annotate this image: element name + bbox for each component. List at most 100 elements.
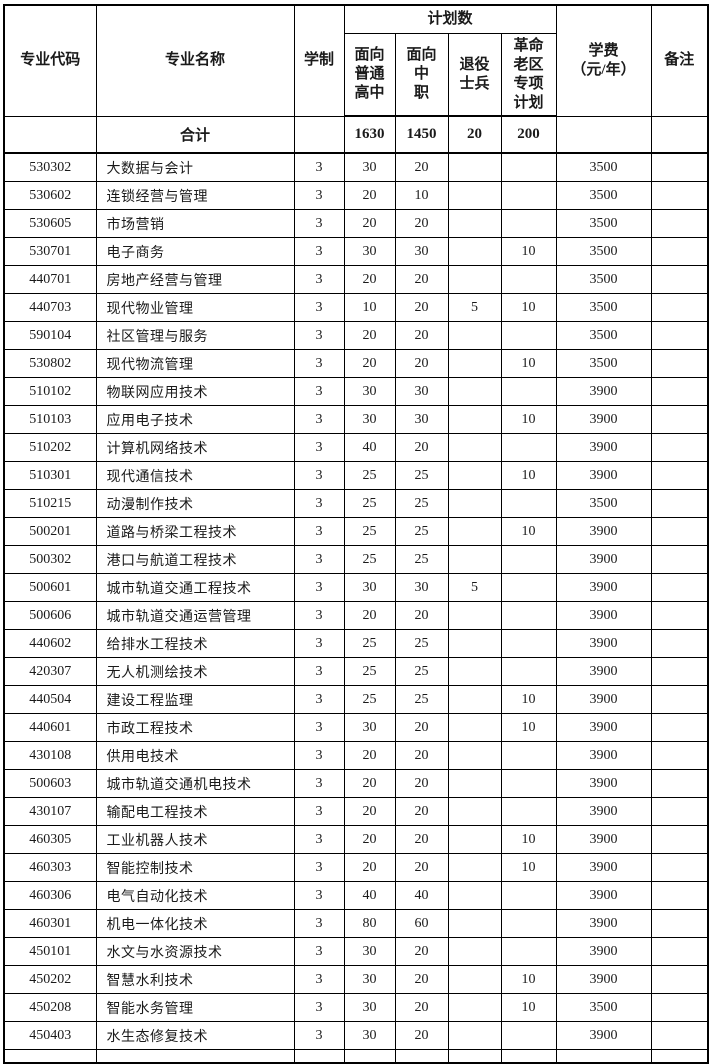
cell-plan-veterans xyxy=(447,853,502,882)
cell-plan-regular-hs: 30 xyxy=(343,937,396,966)
table-row: 510215 动漫制作技术 3 25 25 3500 xyxy=(3,489,709,518)
cell-tuition: 3500 xyxy=(555,152,652,182)
cell-duration: 3 xyxy=(293,685,345,714)
cell-code: 510202 xyxy=(3,433,97,462)
table-row: 440703 现代物业管理 3 10 20 5 10 3500 xyxy=(3,293,709,322)
header-duration: 学制 xyxy=(293,4,345,117)
table-row: 510202 计算机网络技术 3 40 20 3900 xyxy=(3,433,709,462)
cell-plan-vocational: 20 xyxy=(394,797,449,826)
cell-code: 450101 xyxy=(3,937,97,966)
cell-remarks xyxy=(650,405,709,434)
cell-remarks xyxy=(650,713,709,742)
table-row: 450208 智能水务管理 3 30 20 10 3500 xyxy=(3,993,709,1022)
cell-code: 420307 xyxy=(3,657,97,686)
table-row: 460305 工业机器人技术 3 20 20 10 3900 xyxy=(3,825,709,854)
cell-plan-veterans xyxy=(447,657,502,686)
cell-tuition: 3900 xyxy=(555,629,652,658)
cell-plan-vocational: 20 xyxy=(394,321,449,350)
cell-code: 460303 xyxy=(3,853,97,882)
cell-plan-old-area xyxy=(500,209,557,238)
cell-plan-vocational: 25 xyxy=(394,461,449,490)
cell-remarks xyxy=(650,769,709,798)
cell-remarks xyxy=(650,881,709,910)
cell-code: 430108 xyxy=(3,741,97,770)
table-row: 500201 道路与桥梁工程技术 3 25 25 10 3900 xyxy=(3,517,709,546)
cell-duration: 3 xyxy=(293,797,345,826)
cell-name: 水文与水资源技术 xyxy=(95,937,295,966)
cell-plan-veterans xyxy=(447,349,502,378)
table-row: 530701 电子商务 3 30 30 10 3500 xyxy=(3,237,709,266)
cell-plan-regular-hs: 25 xyxy=(343,489,396,518)
cell-remarks xyxy=(650,433,709,462)
cell-tuition: 3900 xyxy=(555,713,652,742)
cell-plan-vocational: 20 xyxy=(394,937,449,966)
empty-cell xyxy=(650,1049,709,1063)
cell-plan-old-area: 10 xyxy=(500,853,557,882)
cell-plan-veterans xyxy=(447,881,502,910)
cell-plan-veterans xyxy=(447,265,502,294)
cell-duration: 3 xyxy=(293,909,345,938)
header-remarks: 备注 xyxy=(650,4,709,117)
cell-plan-regular-hs: 25 xyxy=(343,545,396,574)
cell-tuition: 3900 xyxy=(555,853,652,882)
cell-name: 城市轨道交通工程技术 xyxy=(95,573,295,602)
cell-plan-veterans xyxy=(447,993,502,1022)
total-veterans: 20 xyxy=(447,115,502,154)
admission-plan-table: 专业代码 专业名称 学制 计划数 学费 （元/年） 备注 面向 普通 高中 面向… xyxy=(3,4,710,1064)
cell-plan-old-area xyxy=(500,797,557,826)
cell-code: 590104 xyxy=(3,321,97,350)
cell-duration: 3 xyxy=(293,209,345,238)
cell-plan-vocational: 40 xyxy=(394,881,449,910)
cell-duration: 3 xyxy=(293,713,345,742)
cell-remarks xyxy=(650,741,709,770)
total-regular-hs: 1630 xyxy=(343,115,396,154)
cell-tuition: 3900 xyxy=(555,797,652,826)
cell-plan-regular-hs: 80 xyxy=(343,909,396,938)
cell-plan-veterans xyxy=(447,965,502,994)
cell-plan-old-area: 10 xyxy=(500,293,557,322)
cell-plan-vocational: 20 xyxy=(394,965,449,994)
cell-code: 440602 xyxy=(3,629,97,658)
cell-duration: 3 xyxy=(293,629,345,658)
cell-plan-old-area xyxy=(500,433,557,462)
cell-name: 应用电子技术 xyxy=(95,405,295,434)
cell-name: 给排水工程技术 xyxy=(95,629,295,658)
cell-name: 现代物业管理 xyxy=(95,293,295,322)
cell-code: 500302 xyxy=(3,545,97,574)
cell-plan-vocational: 25 xyxy=(394,685,449,714)
cell-plan-regular-hs: 30 xyxy=(343,573,396,602)
cell-plan-vocational: 25 xyxy=(394,657,449,686)
cell-duration: 3 xyxy=(293,601,345,630)
cell-duration: 3 xyxy=(293,237,345,266)
cell-remarks xyxy=(650,993,709,1022)
cell-duration: 3 xyxy=(293,181,345,210)
cell-duration: 3 xyxy=(293,152,345,182)
cell-plan-vocational: 20 xyxy=(394,769,449,798)
cell-plan-old-area: 10 xyxy=(500,517,557,546)
cell-plan-old-area: 10 xyxy=(500,237,557,266)
cell-plan-vocational: 25 xyxy=(394,517,449,546)
total-tuition-cell xyxy=(555,115,652,154)
cell-plan-old-area: 10 xyxy=(500,405,557,434)
cell-plan-old-area xyxy=(500,321,557,350)
cell-plan-old-area xyxy=(500,937,557,966)
header-major-code: 专业代码 xyxy=(3,4,97,117)
table-row: 530302 大数据与会计 3 30 20 3500 xyxy=(3,152,709,182)
cell-plan-veterans xyxy=(447,937,502,966)
cell-plan-vocational: 20 xyxy=(394,713,449,742)
cell-plan-vocational: 25 xyxy=(394,489,449,518)
cell-code: 450208 xyxy=(3,993,97,1022)
cell-plan-veterans xyxy=(447,489,502,518)
cell-plan-veterans xyxy=(447,321,502,350)
cell-code: 440703 xyxy=(3,293,97,322)
cell-tuition: 3900 xyxy=(555,657,652,686)
cell-plan-regular-hs: 20 xyxy=(343,601,396,630)
table-row: 430107 输配电工程技术 3 20 20 3900 xyxy=(3,797,709,826)
cell-duration: 3 xyxy=(293,853,345,882)
cell-tuition: 3500 xyxy=(555,237,652,266)
cell-tuition: 3900 xyxy=(555,825,652,854)
cell-plan-vocational: 20 xyxy=(394,152,449,182)
cell-name: 智慧水利技术 xyxy=(95,965,295,994)
cell-plan-regular-hs: 10 xyxy=(343,293,396,322)
cell-plan-regular-hs: 30 xyxy=(343,377,396,406)
